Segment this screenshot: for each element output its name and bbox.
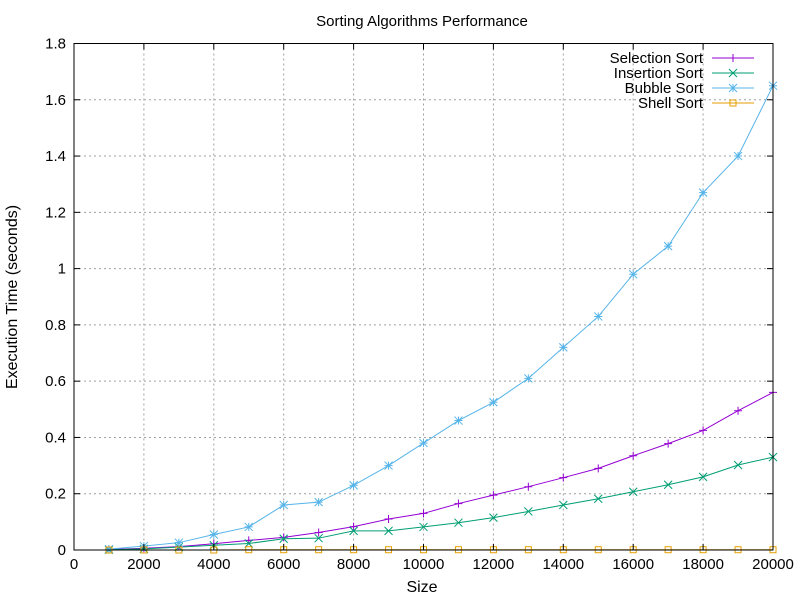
series-line bbox=[108, 85, 774, 550]
data-point bbox=[698, 188, 708, 197]
x-tick-label: 4000 bbox=[197, 556, 230, 573]
series-insertion-sort bbox=[104, 452, 778, 555]
x-tick-label: 16000 bbox=[612, 556, 654, 573]
legend-entry: Insertion Sort bbox=[614, 65, 754, 82]
data-point bbox=[384, 515, 393, 524]
data-point bbox=[664, 439, 673, 448]
x-tick-label: 8000 bbox=[337, 556, 370, 573]
data-point bbox=[419, 522, 428, 532]
legend-label: Shell Sort bbox=[638, 95, 704, 112]
legend-entry: Selection Sort bbox=[610, 50, 754, 67]
data-point bbox=[558, 500, 568, 510]
grid-lines bbox=[74, 43, 773, 550]
data-point bbox=[349, 480, 358, 490]
y-tick-label: 0.6 bbox=[45, 373, 66, 390]
data-point bbox=[734, 406, 743, 415]
legend-label: Selection Sort bbox=[610, 50, 704, 67]
x-tick-label: 12000 bbox=[473, 556, 515, 573]
data-point bbox=[419, 438, 428, 448]
data-point bbox=[663, 480, 673, 490]
axis-ticks: 0 2000 4000 6000 8000 10000 12000 14000 16000 180… bbox=[45, 36, 794, 574]
series-selection-sort bbox=[104, 388, 777, 554]
y-tick-label: 1.2 bbox=[45, 204, 66, 221]
x-tick-label: 6000 bbox=[267, 556, 300, 573]
legend-label: Insertion Sort bbox=[614, 65, 704, 82]
data-point bbox=[419, 509, 428, 518]
x-tick-label: 20000 bbox=[752, 556, 794, 573]
legend-label: Bubble Sort bbox=[625, 80, 704, 97]
data-point bbox=[454, 518, 463, 528]
data-point bbox=[384, 526, 393, 536]
data-point bbox=[454, 499, 463, 508]
series-layer bbox=[104, 81, 778, 555]
y-tick-label: 0.2 bbox=[45, 486, 66, 503]
data-point bbox=[454, 416, 463, 425]
data-point bbox=[628, 487, 638, 497]
data-point bbox=[279, 533, 288, 542]
data-point bbox=[559, 473, 568, 482]
data-point bbox=[698, 472, 708, 482]
data-point bbox=[314, 533, 324, 543]
data-point bbox=[244, 522, 254, 532]
y-tick-label: 1.6 bbox=[45, 92, 66, 109]
y-tick-label: 0 bbox=[58, 542, 66, 559]
y-tick-label: 0.8 bbox=[45, 317, 66, 334]
y-tick-label: 0.4 bbox=[45, 429, 66, 446]
x-tick-label: 14000 bbox=[542, 556, 584, 573]
legend-marker bbox=[728, 68, 738, 78]
y-tick-label: 1 bbox=[58, 261, 66, 278]
data-point bbox=[174, 538, 184, 548]
chart-title: Sorting Algorithms Performance bbox=[316, 13, 528, 30]
data-point bbox=[349, 526, 358, 536]
series-line bbox=[108, 391, 774, 550]
data-point bbox=[314, 528, 323, 537]
data-point bbox=[699, 426, 708, 435]
data-point bbox=[384, 461, 393, 470]
data-point bbox=[524, 482, 533, 491]
data-point bbox=[629, 451, 638, 460]
y-tick-label: 1.4 bbox=[45, 148, 66, 165]
legend-marker bbox=[728, 83, 738, 93]
data-point bbox=[489, 397, 498, 407]
data-point bbox=[558, 343, 568, 352]
data-point bbox=[279, 500, 289, 510]
series-bubble-sort bbox=[104, 81, 778, 554]
x-tick-label: 18000 bbox=[682, 556, 724, 573]
data-point bbox=[523, 373, 533, 383]
data-point bbox=[104, 544, 114, 554]
legend-entry: Shell Sort bbox=[638, 95, 754, 112]
data-point bbox=[279, 534, 289, 544]
legend-marker bbox=[729, 54, 737, 62]
legend-marker bbox=[729, 99, 737, 107]
data-point bbox=[733, 151, 743, 161]
series-line bbox=[108, 456, 774, 551]
x-tick-label: 10000 bbox=[403, 556, 445, 573]
data-point bbox=[314, 497, 324, 507]
data-point bbox=[593, 494, 603, 504]
data-point bbox=[489, 491, 498, 500]
y-tick-label: 1.8 bbox=[45, 36, 66, 53]
data-point bbox=[349, 522, 358, 531]
data-point bbox=[733, 460, 743, 470]
x-tick-label: 2000 bbox=[127, 556, 160, 573]
data-point bbox=[244, 539, 254, 548]
data-point bbox=[628, 269, 638, 279]
data-point bbox=[489, 513, 498, 522]
legend-entry: Bubble Sort bbox=[625, 80, 754, 97]
data-point bbox=[663, 241, 673, 251]
data-point bbox=[594, 464, 603, 473]
x-axis-label: Size bbox=[406, 579, 437, 596]
x-tick-label: 0 bbox=[70, 556, 78, 573]
data-point bbox=[209, 530, 219, 539]
data-point bbox=[523, 507, 533, 516]
data-point bbox=[593, 312, 603, 321]
y-axis-label: Execution Time (seconds) bbox=[4, 205, 21, 389]
